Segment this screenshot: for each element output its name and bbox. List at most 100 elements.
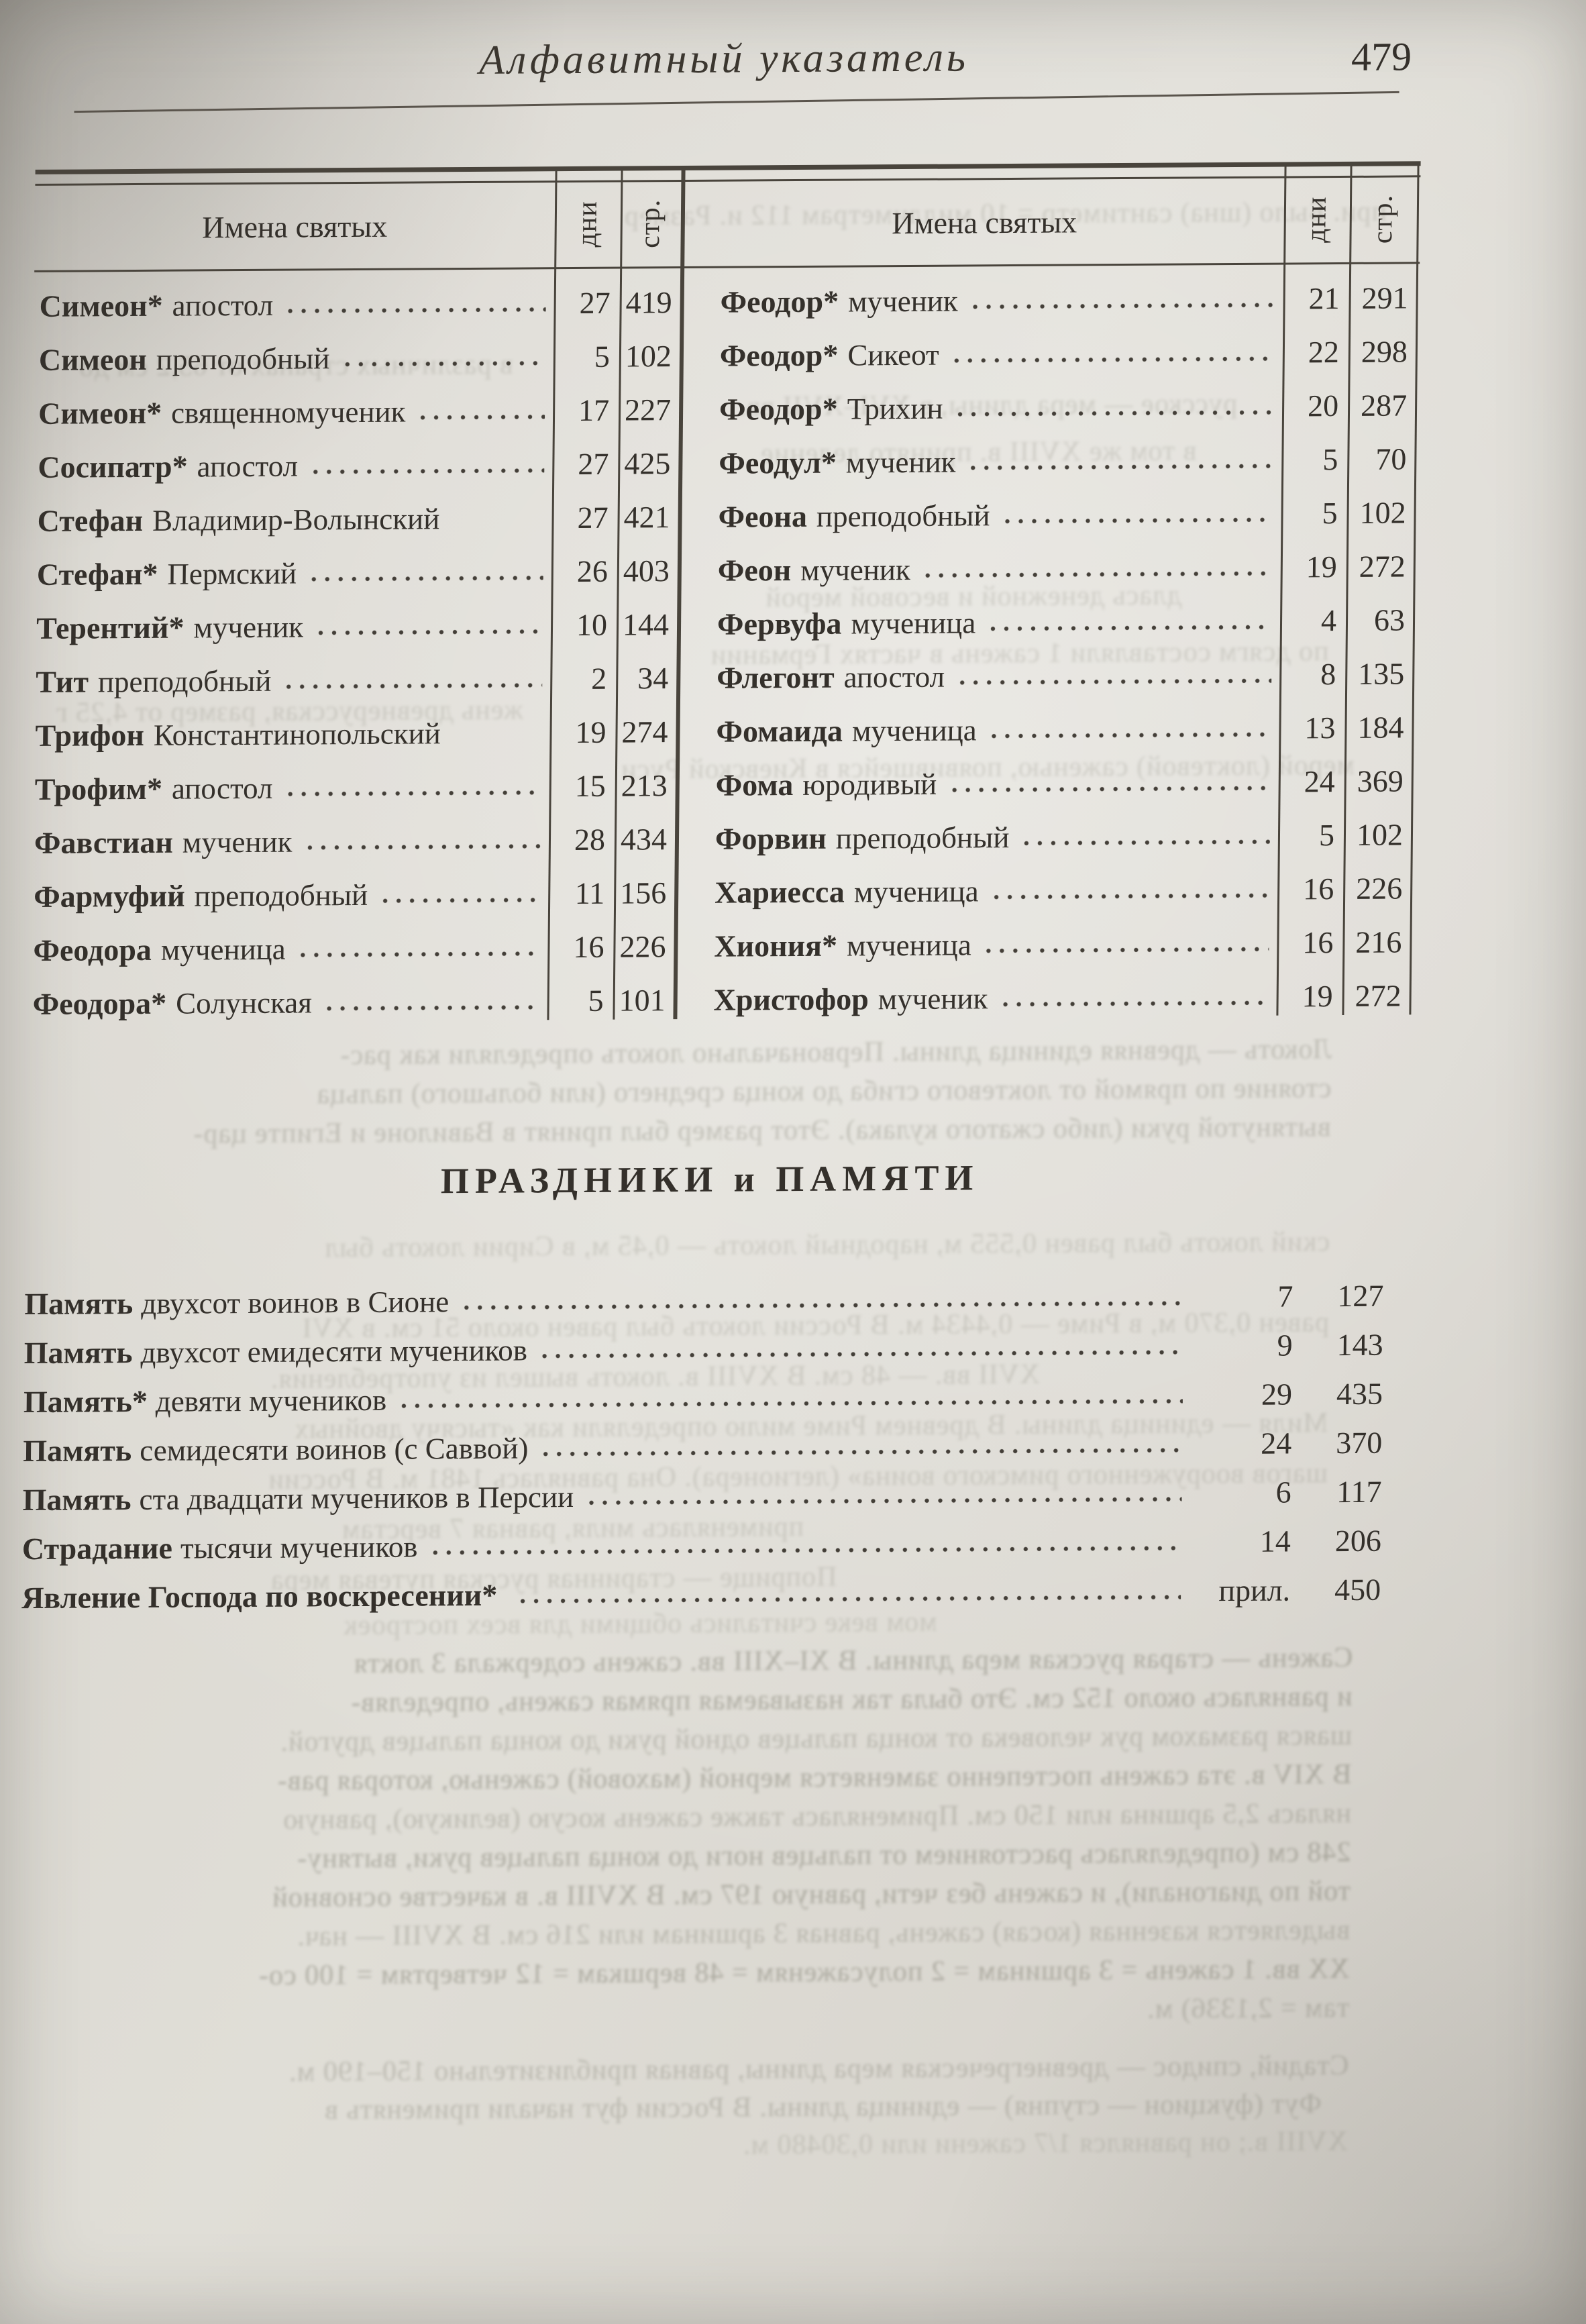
page-ref: 425 <box>624 446 671 481</box>
table-row: Фервуфа мученица 4 63 <box>678 589 1415 647</box>
page-ref: 144 <box>622 607 670 642</box>
column-header-names-left: Имена святых <box>202 209 388 245</box>
saint-name: Феодул* <box>719 445 837 481</box>
dot-leader <box>1000 516 1273 525</box>
page-ref: 226 <box>619 929 666 964</box>
dot-leader <box>308 467 545 476</box>
saint-name: Феодор* <box>719 391 838 427</box>
dot-leader <box>428 1544 1181 1556</box>
table-row: Стефан* Пермский 26 403 <box>32 540 680 598</box>
list-item: Память ста двадцати мучеников в Персии 6 11… <box>22 1466 1391 1523</box>
dot-leader <box>987 731 1271 740</box>
day-number: 9 <box>1277 1328 1293 1363</box>
day-number: 13 <box>1304 710 1336 745</box>
table-row: Христофор мученик 19 272 <box>674 965 1411 1023</box>
column-header-label: стр. <box>1367 194 1399 244</box>
page-number: 479 <box>1351 34 1412 79</box>
saint-desc: апостол <box>172 288 274 323</box>
saints-list-left: Симеон* апостол 27 419 Симеон преподобный 5 10… <box>27 272 682 1027</box>
day-number: 24 <box>1261 1426 1292 1461</box>
table-row: Хиония* мученица 16 216 <box>675 911 1412 969</box>
table-row: Хариесса мученица 16 226 <box>676 857 1412 916</box>
entry-lead: Память* <box>23 1384 148 1420</box>
list-item: Память двухсот воинов в Сионе 7 127 <box>24 1270 1393 1327</box>
dot-leader <box>516 1593 1181 1605</box>
table-row: Феодора мученица 16 226 <box>28 916 676 973</box>
dot-leader <box>537 1349 1183 1360</box>
saint-desc: священномученик <box>170 396 406 430</box>
entry-lead: Страдание <box>21 1531 173 1567</box>
page-ref: 216 <box>1355 925 1402 960</box>
saint-name: Фармуфий <box>34 879 185 914</box>
bleedthrough-text: XX вв. 1 сажень = 3 аршинам = 2 полусаже… <box>258 1953 1350 1991</box>
saint-name: Феодор* <box>719 337 839 373</box>
page-ref: 102 <box>1359 495 1406 531</box>
page-ref: 206 <box>1334 1523 1382 1559</box>
table-row: Трофим* апостол 15 213 <box>29 755 677 812</box>
saint-name: Хариесса <box>714 874 845 910</box>
page-ref: 34 <box>637 661 669 696</box>
saint-name: Стефан <box>37 503 144 539</box>
table-row: Фомаида мученица 13 184 <box>677 696 1414 755</box>
entry-rest: двухсот воинов в Сионе <box>141 1285 450 1321</box>
table-row: Феодул* мученик 5 70 <box>680 428 1416 486</box>
saint-desc: мученик <box>800 553 911 588</box>
table-row: Терентий* мученик 10 144 <box>31 594 679 651</box>
day-number: 20 <box>1307 388 1339 423</box>
bleedthrough-text: шаяся размахом рук человека от конца пал… <box>280 1720 1353 1758</box>
table-row: Феон мученик 19 272 <box>679 535 1416 594</box>
bleedthrough-text: XVIII в.; он равнялся 1/7 сажени или 0,3… <box>742 2126 1349 2161</box>
page-ref: 102 <box>1356 817 1404 853</box>
festivals-list: Память двухсот воинов в Сионе 7 127 Память д… <box>21 1270 1393 1622</box>
saint-desc: Константинопольский <box>153 718 441 753</box>
page-ref: 226 <box>1355 871 1403 906</box>
column-header-page-right: стр. <box>1349 178 1417 260</box>
saint-name: Трофим* <box>34 772 163 807</box>
day-number: 7 <box>1277 1279 1293 1314</box>
day-number: 5 <box>1318 818 1335 853</box>
page-ref: 143 <box>1336 1327 1383 1363</box>
saint-desc: мученица <box>846 928 972 963</box>
table-row: Трифон Константинопольский 19 274 <box>30 701 678 759</box>
day-number: 22 <box>1308 335 1340 370</box>
dot-leader <box>340 360 545 368</box>
saint-name: Сосипатр* <box>38 450 188 485</box>
day-number: 16 <box>1302 872 1334 906</box>
list-item: Память двухсот емидесяти мучеников 9 143 <box>23 1319 1393 1376</box>
entry-lead: Явление Господа по воскресении* <box>21 1578 498 1616</box>
saint-name: Фервуфа <box>717 606 842 642</box>
section-heading: ПРАЗДНИКИ и ПАМЯТИ <box>440 1157 980 1202</box>
saints-index-table: Имена святых дни стр. Имена святых дни с… <box>27 161 1421 1028</box>
saint-desc: мученик <box>845 445 956 480</box>
table-row: Феодор* Трихин 20 287 <box>680 374 1417 433</box>
saint-name: Фомаида <box>716 713 843 749</box>
bleedthrough-text: той по диагонали), и сажень без чети, ра… <box>272 1875 1351 1913</box>
bleedthrough-text: 248 см (определялась расстоянием от паль… <box>297 1836 1351 1874</box>
saint-name: Феодора* <box>32 986 167 1022</box>
page-title: Алфавитный указатель <box>478 34 969 83</box>
saint-desc: апостол <box>843 659 945 694</box>
saint-name: Трифон <box>35 718 145 753</box>
saint-desc: мученица <box>851 606 976 641</box>
dot-leader <box>539 1446 1183 1458</box>
saint-name: Феодор* <box>720 284 839 319</box>
day-number: 5 <box>1322 442 1338 477</box>
page-ref: 435 <box>1336 1376 1383 1412</box>
day-number: 26 <box>576 554 609 589</box>
column-header-days-right: дни <box>1283 179 1350 260</box>
saint-desc: апостол <box>171 772 273 806</box>
dot-leader <box>322 1004 539 1012</box>
entry-rest: ста двадцати мучеников в Персии <box>139 1480 574 1517</box>
saint-name: Феодора <box>33 933 152 968</box>
saint-desc: Трихин <box>847 391 943 426</box>
dot-leader <box>955 677 1272 686</box>
table-row: Тит преподобный 2 34 <box>30 647 678 705</box>
saint-name: Фома <box>715 768 794 803</box>
saint-name: Христофор <box>713 982 869 1018</box>
table-row: Флегонт апостол 8 135 <box>678 643 1414 701</box>
table-row: Стефан Владимир-Волынский 27 421 <box>32 486 680 544</box>
saint-name: Феона <box>718 499 808 535</box>
page-ref: 70 <box>1375 441 1407 477</box>
dot-leader <box>1020 838 1270 847</box>
day-number: 27 <box>578 447 609 482</box>
